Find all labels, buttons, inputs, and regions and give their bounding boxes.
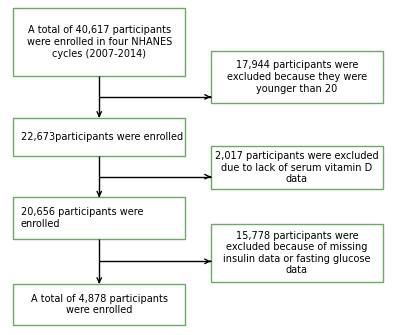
- Text: 20,656 participants were
enrolled: 20,656 participants were enrolled: [21, 207, 144, 229]
- FancyBboxPatch shape: [13, 8, 185, 76]
- FancyBboxPatch shape: [211, 224, 383, 282]
- Text: A total of 4,878 participants
were enrolled: A total of 4,878 participants were enrol…: [31, 294, 168, 315]
- FancyBboxPatch shape: [13, 118, 185, 156]
- Text: 15,778 participants were
excluded because of missing
insulin data or fasting glu: 15,778 participants were excluded becaus…: [223, 230, 371, 275]
- FancyBboxPatch shape: [13, 284, 185, 325]
- FancyBboxPatch shape: [211, 146, 383, 189]
- FancyBboxPatch shape: [13, 197, 185, 239]
- Text: 2,017 participants were excluded
due to lack of serum vitamin D
data: 2,017 participants were excluded due to …: [215, 151, 379, 184]
- FancyBboxPatch shape: [211, 51, 383, 103]
- Text: 22,673participants were enrolled: 22,673participants were enrolled: [21, 132, 183, 142]
- Text: 17,944 participants were
excluded because they were
younger than 20: 17,944 participants were excluded becaus…: [227, 60, 367, 93]
- Text: A total of 40,617 participants
were enrolled in four NHANES
cycles (2007-2014): A total of 40,617 participants were enro…: [27, 25, 172, 59]
